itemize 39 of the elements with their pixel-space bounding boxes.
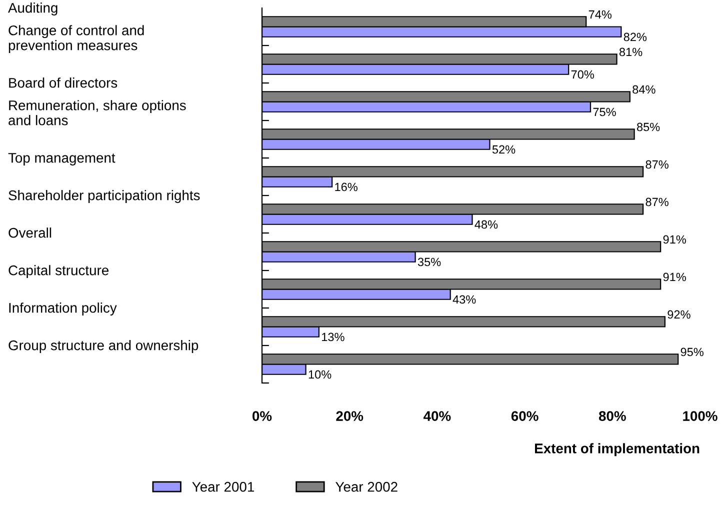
y-tick-label: Board of directors: [9, 78, 118, 88]
x-tick-label: 100%: [683, 411, 718, 421]
data-label: 85%: [637, 122, 660, 132]
y-tick-label: Change of control and prevention measures: [8, 25, 144, 53]
legend-label: Year 2002: [336, 482, 398, 492]
data-label: 87%: [646, 198, 668, 206]
data-label: 48%: [474, 220, 498, 229]
data-label: 10%: [308, 370, 332, 379]
y-tick-label: Top management: [8, 153, 116, 166]
y-tick-label: Auditing: [8, 2, 58, 16]
y-tick-label: Shareholder participation rights: [8, 190, 200, 203]
data-label: 43%: [452, 295, 476, 304]
data-label: 92%: [668, 310, 690, 319]
data-label: 84%: [632, 85, 656, 94]
y-tick-label: Overall: [8, 228, 52, 238]
data-label: 82%: [624, 32, 647, 42]
data-label: 91%: [663, 235, 686, 244]
data-label: 13%: [322, 332, 344, 342]
data-label: 70%: [571, 70, 594, 79]
x-tick-label: 60%: [511, 411, 538, 421]
data-label: 74%: [588, 10, 612, 19]
x-axis-title: Extent of implementation: [535, 443, 700, 456]
y-tick-label: Capital structure: [8, 265, 109, 278]
x-tick-label: 20%: [336, 411, 364, 421]
y-tick-label: Group structure and ownership: [8, 340, 198, 353]
y-tick-label: Information policy: [9, 302, 117, 316]
data-label: 52%: [492, 145, 516, 154]
x-tick-label: 0%: [252, 411, 272, 421]
legend-label: Year 2001: [192, 482, 254, 492]
x-tick-label: 40%: [424, 411, 451, 421]
data-label: 91%: [663, 272, 686, 282]
x-tick-label: 80%: [598, 411, 626, 421]
data-label: 81%: [619, 48, 642, 56]
data-label: 35%: [418, 258, 441, 266]
y-tick-label: Remuneration, share options and loans: [8, 100, 186, 126]
data-label: 95%: [680, 348, 704, 356]
data-label: 87%: [646, 160, 668, 169]
data-label: 75%: [593, 108, 616, 116]
data-label: 16%: [335, 182, 358, 192]
